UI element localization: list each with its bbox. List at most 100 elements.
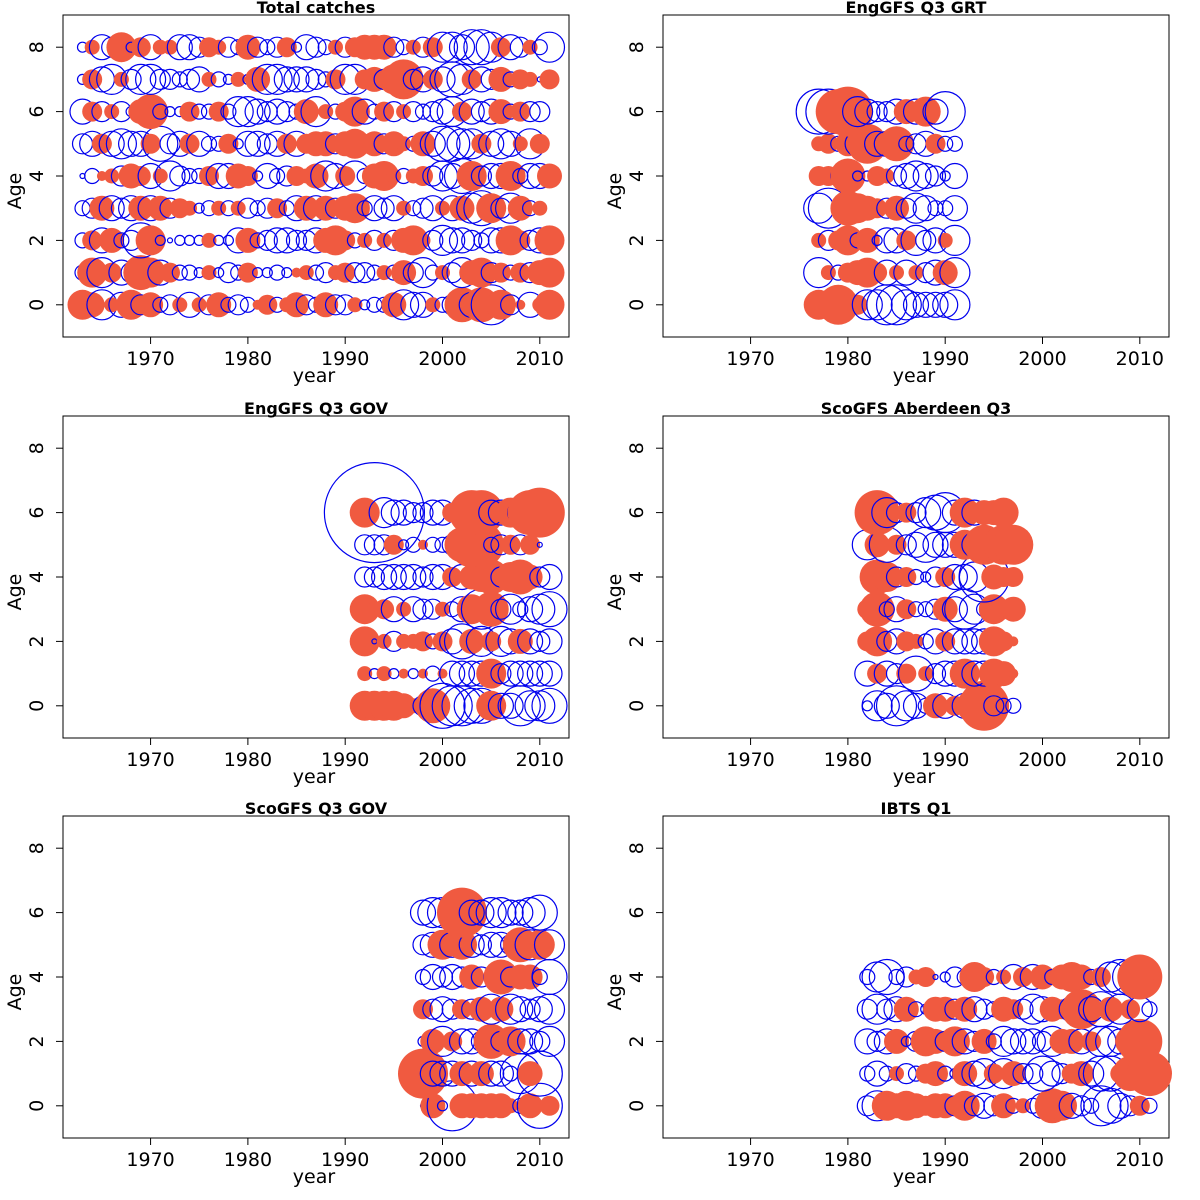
x-tick-label: 2000 xyxy=(418,749,466,771)
residual-negative xyxy=(398,225,429,256)
residual-negative xyxy=(1081,1031,1102,1052)
residual-positive xyxy=(305,36,327,58)
residual-positive xyxy=(426,31,459,63)
residual-positive xyxy=(932,291,959,318)
residual-negative xyxy=(396,136,412,152)
residual-negative xyxy=(303,163,329,189)
residual-positive xyxy=(200,135,218,152)
residual-negative xyxy=(374,599,395,620)
residual-negative xyxy=(884,1028,909,1054)
residual-negative xyxy=(935,631,956,652)
x-axis-label: year xyxy=(293,766,336,788)
residual-positive xyxy=(516,596,544,623)
residual-positive xyxy=(519,998,541,1020)
residual-positive xyxy=(521,894,558,931)
residual-positive xyxy=(251,63,283,96)
residual-positive xyxy=(220,103,237,120)
residual-positive xyxy=(398,539,410,551)
residual-positive xyxy=(907,568,925,586)
residual-positive xyxy=(380,499,407,526)
residual-positive xyxy=(281,267,293,279)
panel-6: IBTS Q1 1970 1980 1990 2000 2010 0 2 4 6 8 year Age xyxy=(604,799,1172,1188)
residual-negative xyxy=(524,929,555,960)
residual-negative xyxy=(425,297,441,313)
residual-negative xyxy=(396,601,412,617)
residual-positive xyxy=(259,39,276,56)
residual-positive xyxy=(125,63,157,96)
residual-negative xyxy=(422,69,443,90)
residual-positive xyxy=(422,165,444,187)
residual-positive xyxy=(495,593,527,625)
residual-negative xyxy=(381,292,407,318)
residual-negative xyxy=(522,71,538,87)
residual-positive xyxy=(252,170,264,182)
panel-1: Total catches 1970 1980 1990 2000 2010 0 2 4 6 8 ye… xyxy=(4,0,570,387)
residual-positive xyxy=(533,1025,566,1058)
residual-positive xyxy=(390,563,417,591)
residual-negative xyxy=(983,1063,1004,1084)
residual-positive xyxy=(166,237,174,244)
residual-negative xyxy=(133,94,169,130)
residual-positive xyxy=(941,563,969,591)
residual-negative xyxy=(539,69,560,90)
residual-negative xyxy=(452,101,472,122)
residual-negative xyxy=(1061,989,1102,1030)
residual-negative xyxy=(179,133,200,154)
residual-positive xyxy=(890,690,922,722)
residual-positive xyxy=(963,1095,986,1117)
residual-positive xyxy=(400,563,427,591)
residual-negative xyxy=(517,1093,543,1119)
y-tick-label: 4 xyxy=(626,571,648,583)
residual-positive xyxy=(927,200,944,217)
residual-negative xyxy=(432,631,453,652)
residual-positive xyxy=(354,534,376,556)
y-tick-label: 4 xyxy=(626,971,648,983)
residual-positive xyxy=(861,700,873,712)
residual-positive xyxy=(987,1025,1020,1058)
residual-negative xyxy=(867,262,888,283)
residual-negative xyxy=(949,497,980,528)
residual-negative xyxy=(442,1031,463,1052)
residual-positive xyxy=(380,563,407,591)
residual-positive xyxy=(893,162,920,190)
residual-positive xyxy=(256,229,278,251)
residual-negative xyxy=(468,1061,494,1087)
residual-positive xyxy=(905,501,927,524)
y-tick-label: 4 xyxy=(26,170,48,182)
y-axis-label: Age xyxy=(604,574,626,611)
residual-positive xyxy=(533,31,566,63)
residual-positive xyxy=(861,289,893,321)
residual-positive xyxy=(414,968,432,986)
residual-negative xyxy=(896,567,917,587)
residual-positive xyxy=(222,234,234,246)
residual-positive xyxy=(861,961,893,993)
residual-negative xyxy=(507,195,533,221)
residual-positive xyxy=(912,291,939,318)
panel-title: IBTS Q1 xyxy=(881,799,952,818)
residual-negative xyxy=(854,227,880,253)
residual-negative xyxy=(488,99,514,125)
residual-negative xyxy=(162,39,178,55)
residual-positive xyxy=(402,501,424,524)
residual-positive xyxy=(885,165,908,187)
residual-positive xyxy=(861,690,893,722)
residual-positive xyxy=(181,264,198,281)
residual-positive xyxy=(859,968,876,986)
x-axis-label: year xyxy=(893,1166,936,1188)
y-tick-label: 8 xyxy=(626,842,648,854)
residual-positive xyxy=(412,501,434,524)
residual-positive xyxy=(166,34,193,61)
residual-negative xyxy=(949,658,980,689)
residual-positive xyxy=(429,66,456,93)
residual-positive xyxy=(1078,1060,1105,1087)
residual-positive xyxy=(210,71,227,88)
residual-negative xyxy=(1098,996,1124,1022)
panel-title: ScoGFS Q3 GOV xyxy=(245,799,388,818)
residual-positive xyxy=(419,963,446,991)
residual-positive xyxy=(412,197,434,219)
residual-negative xyxy=(420,1028,446,1054)
y-axis-label: Age xyxy=(4,974,26,1011)
residual-negative xyxy=(245,66,271,92)
residual-negative xyxy=(140,133,161,154)
y-tick-label: 0 xyxy=(26,700,48,712)
